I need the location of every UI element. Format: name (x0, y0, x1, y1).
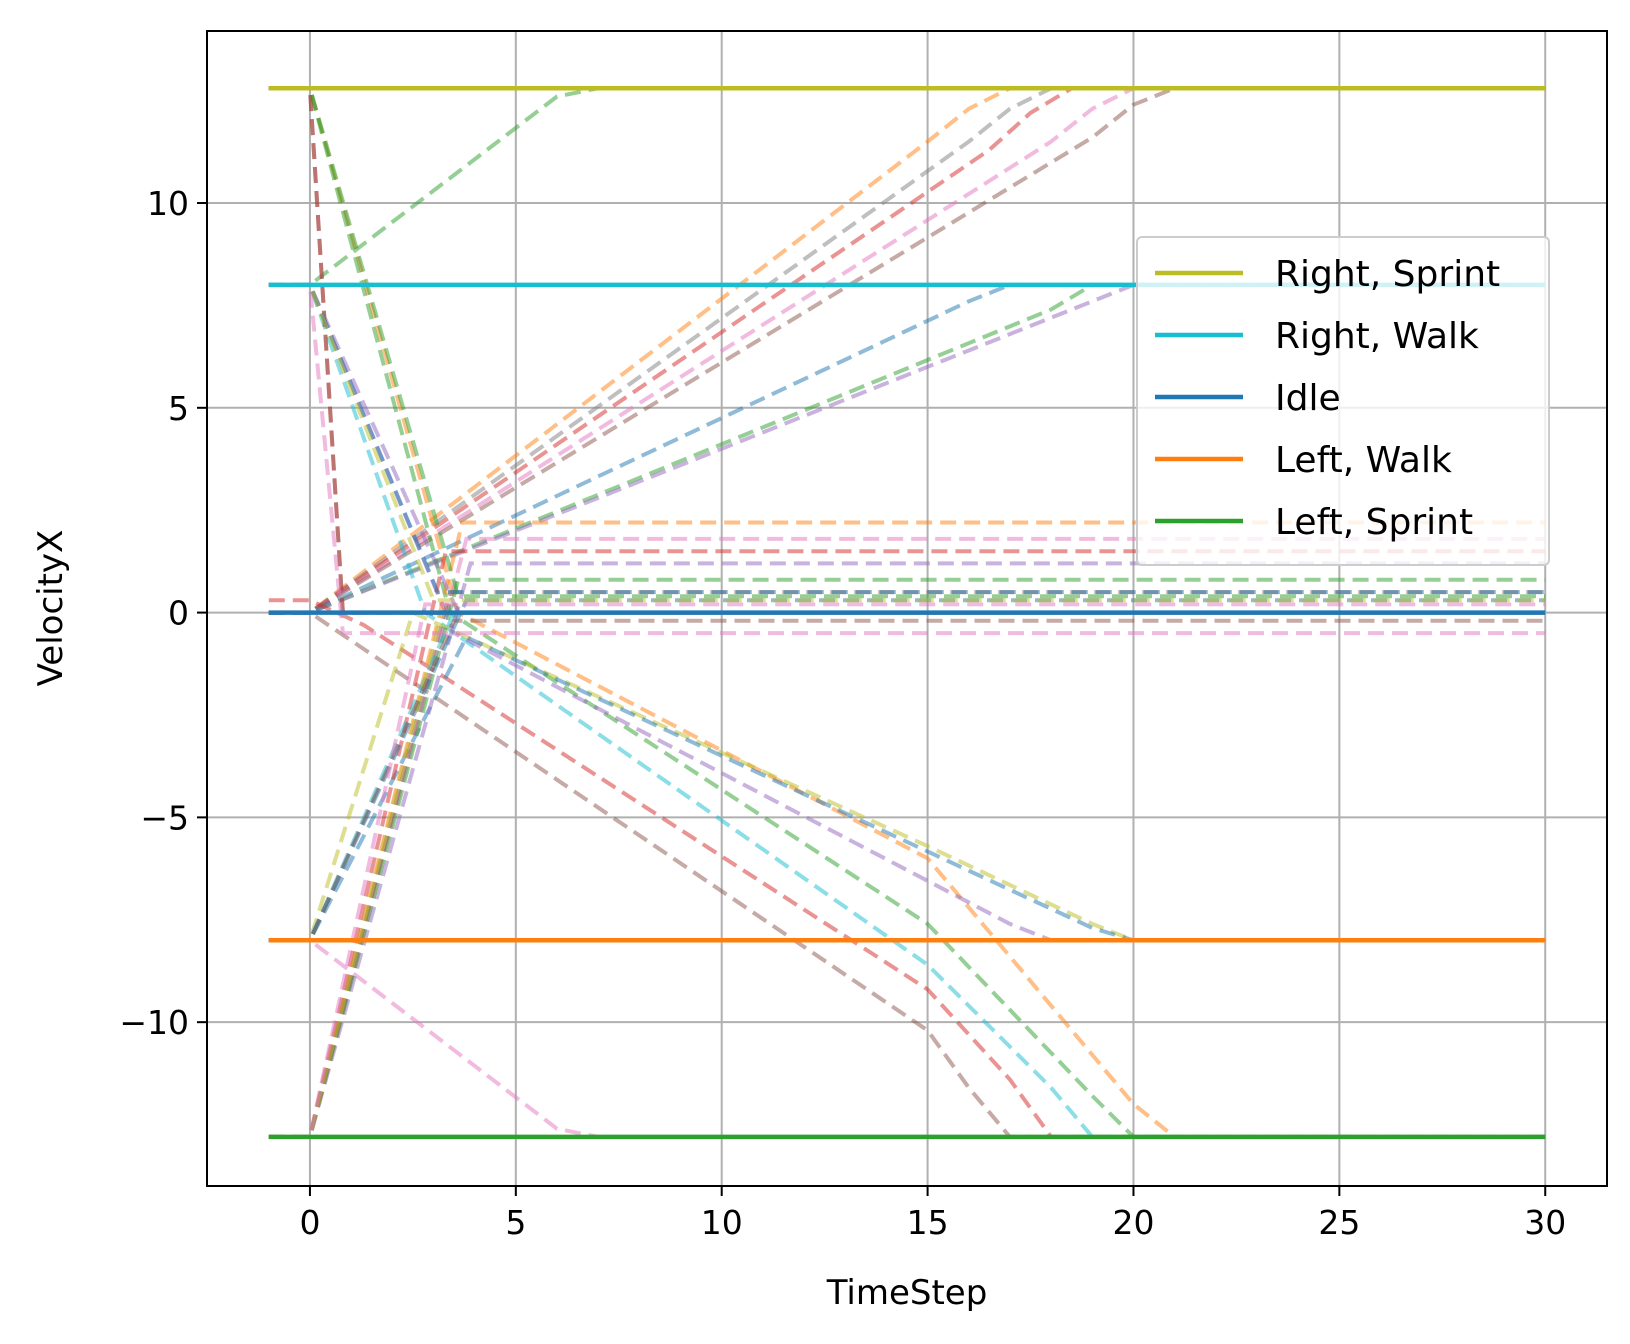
transition-line (268, 549, 1546, 1139)
y-tick-label: 5 (168, 389, 189, 428)
series-lines (268, 86, 1546, 1140)
legend-label: Right, Walk (1275, 316, 1479, 357)
legend-box (1136, 236, 1550, 566)
x-tick-label: 30 (1524, 1203, 1566, 1242)
transition-line (268, 86, 1546, 599)
x-tick-label: 25 (1318, 1203, 1360, 1242)
legend-label: Left, Walk (1275, 440, 1452, 481)
y-axis-label: VelocityX (31, 530, 71, 687)
y-axis: −10 −5 0 5 10 (119, 184, 207, 1042)
legend-label: Right, Sprint (1275, 254, 1500, 295)
x-axis-label: TimeStep (826, 1273, 988, 1313)
x-tick-label: 0 (299, 1203, 320, 1242)
transition-line (268, 561, 1546, 1139)
transition-line (268, 618, 1546, 943)
transition-line (268, 602, 1546, 1139)
x-tick-label: 10 (701, 1203, 743, 1242)
y-tick-label: −5 (140, 798, 189, 837)
legend: Right, Sprint Right, Walk Idle Left, Walk Le… (1136, 236, 1550, 566)
y-tick-label: −10 (119, 1003, 189, 1042)
transition-line (268, 282, 1546, 595)
transition-line (268, 577, 1546, 1139)
x-tick-label: 20 (1112, 1203, 1154, 1242)
plot-frame (206, 30, 1608, 1187)
y-tick-label: 0 (168, 594, 189, 633)
x-tick-label: 15 (907, 1203, 949, 1242)
x-axis: 0 5 10 15 20 25 30 (299, 1186, 1566, 1242)
transition-line (268, 282, 1546, 636)
y-tick-label: 10 (147, 184, 189, 223)
x-tick-label: 5 (505, 1203, 526, 1242)
legend-label: Left, Sprint (1275, 502, 1473, 543)
transition-line (268, 520, 1546, 1139)
legend-label: Idle (1275, 378, 1341, 419)
